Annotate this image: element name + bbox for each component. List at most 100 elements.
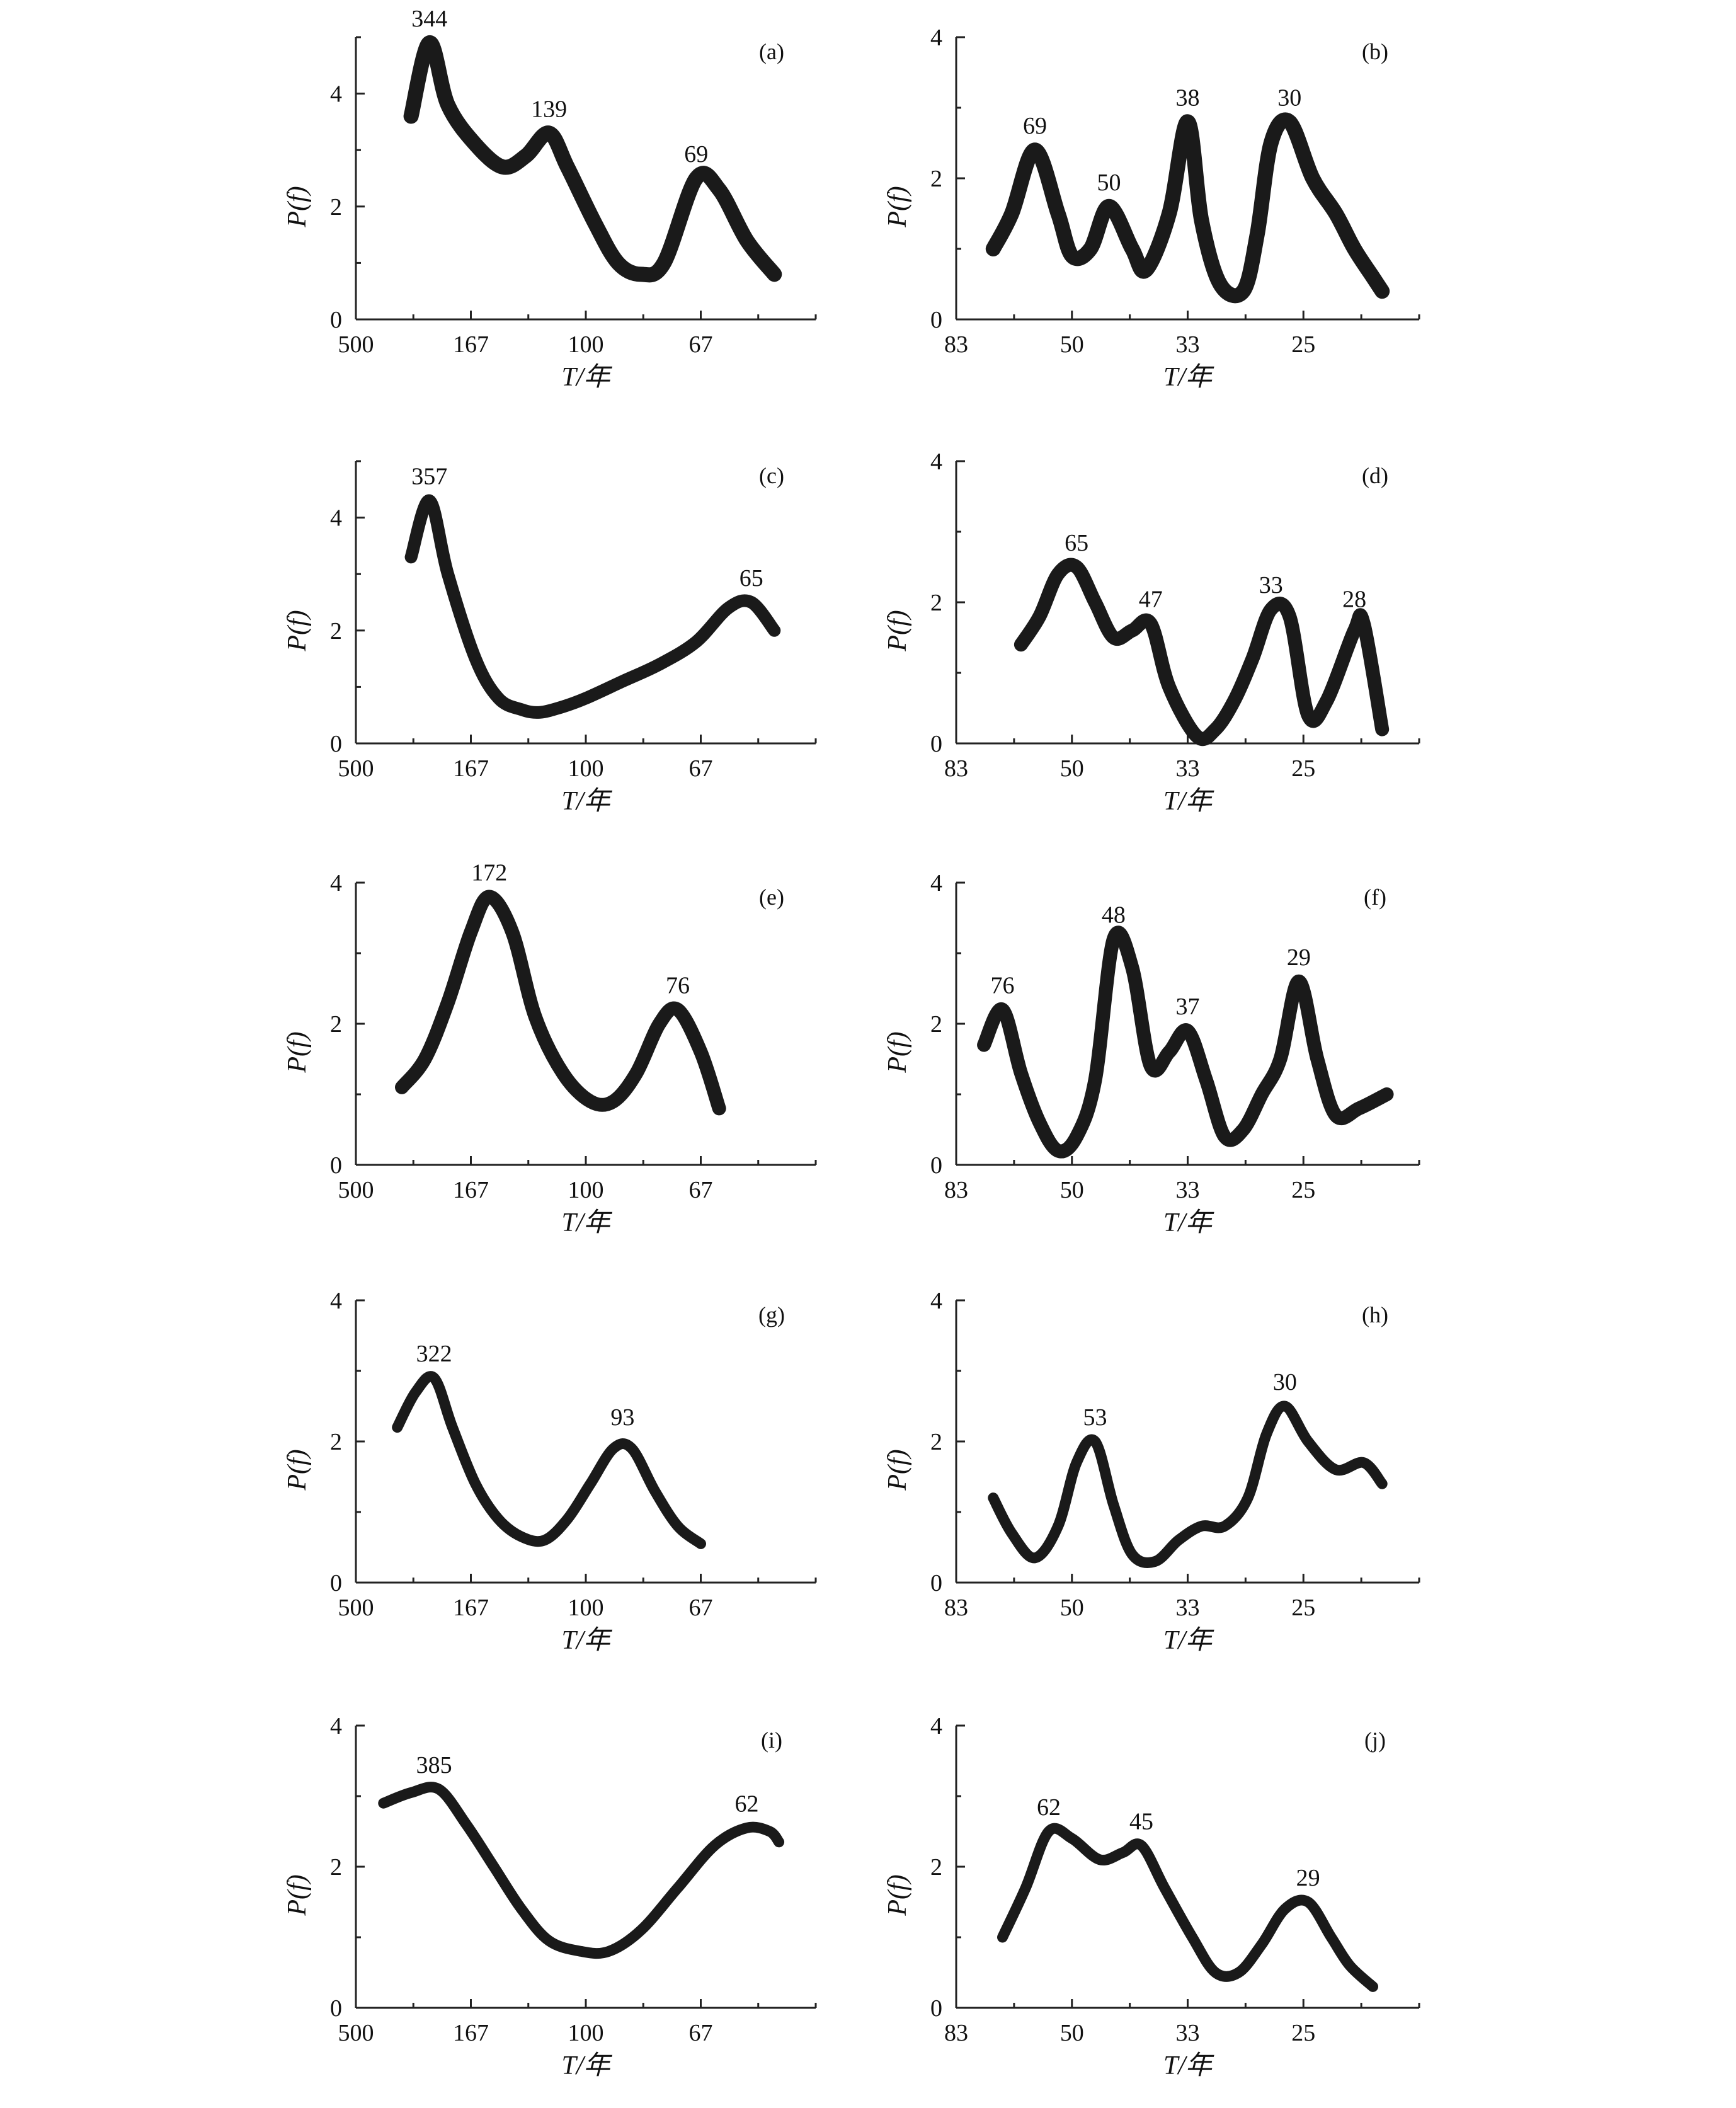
y-axis-title: P(f) bbox=[883, 1874, 912, 1916]
x-tick-label: 50 bbox=[1060, 1177, 1084, 1203]
peak-label: 30 bbox=[1277, 84, 1301, 111]
y-tick-label: 4 bbox=[330, 870, 342, 896]
peak-label: 28 bbox=[1342, 587, 1366, 613]
y-tick-label: 4 bbox=[330, 1288, 342, 1314]
x-tick-label: 67 bbox=[689, 2020, 713, 2046]
peak-label: 33 bbox=[1259, 572, 1283, 599]
x-tick-label: 25 bbox=[1291, 331, 1315, 358]
x-tick-label: 67 bbox=[689, 331, 713, 358]
series-line bbox=[378, 1782, 785, 1959]
series-line bbox=[1014, 558, 1390, 747]
x-tick-label: 167 bbox=[453, 1595, 489, 1621]
y-tick-label: 2 bbox=[330, 1429, 342, 1455]
y-tick-label: 0 bbox=[330, 1995, 342, 2022]
x-axis-title: T/年 bbox=[561, 363, 612, 392]
y-tick-label: 0 bbox=[930, 307, 942, 333]
peak-label: 62 bbox=[735, 1790, 759, 1817]
peak-label: 357 bbox=[411, 464, 447, 490]
x-axis-title: T/年 bbox=[561, 1208, 612, 1237]
x-tick-label: 100 bbox=[568, 2020, 604, 2046]
x-tick-label: 33 bbox=[1176, 1177, 1200, 1203]
series-line bbox=[977, 925, 1394, 1159]
x-tick-label: 33 bbox=[1176, 755, 1200, 782]
x-tick-label: 25 bbox=[1291, 1177, 1315, 1203]
x-tick-label: 50 bbox=[1060, 755, 1084, 782]
series-line bbox=[988, 1401, 1388, 1568]
series-line bbox=[997, 1823, 1378, 1992]
x-tick-label: 100 bbox=[568, 755, 604, 782]
y-tick-label: 4 bbox=[930, 25, 942, 51]
x-tick-label: 50 bbox=[1060, 2020, 1084, 2046]
panel-d: 83 50 33 25 0 2 4 T/年 P(f) (d) 65 47 33 28 bbox=[883, 449, 1420, 816]
peak-label: 62 bbox=[1037, 1794, 1061, 1821]
panel-c: 500 167 100 67 0 2 4 T/年 P(f) (c) 357 65 bbox=[283, 460, 817, 816]
peak-label: 69 bbox=[1023, 113, 1047, 139]
y-tick-label: 2 bbox=[930, 1854, 942, 1881]
panel-label: (i) bbox=[761, 1727, 782, 1753]
panel-g: 500 167 100 67 0 2 4 T/年 P(f) (g) 322 93 bbox=[283, 1288, 817, 1655]
y-tick-label: 4 bbox=[930, 1288, 942, 1314]
x-tick-label: 25 bbox=[1291, 1595, 1315, 1621]
series-line bbox=[403, 35, 782, 283]
panel-label: (e) bbox=[759, 885, 784, 910]
y-tick-label: 2 bbox=[930, 166, 942, 192]
x-tick-label: 33 bbox=[1176, 331, 1200, 358]
x-axis-title: T/年 bbox=[561, 1626, 612, 1655]
y-axis-title: P(f) bbox=[883, 1031, 912, 1073]
y-tick-label: 2 bbox=[330, 194, 342, 221]
panel-label: (b) bbox=[1362, 39, 1388, 64]
series-line bbox=[395, 890, 726, 1116]
y-tick-label: 0 bbox=[930, 1152, 942, 1179]
panel-h: 83 50 33 25 0 2 4 T/年 P(f) (h) 53 30 bbox=[883, 1288, 1420, 1655]
x-tick-label: 167 bbox=[453, 1177, 489, 1203]
peak-label: 37 bbox=[1176, 994, 1200, 1020]
peak-label: 76 bbox=[991, 973, 1015, 999]
panel-label: (f) bbox=[1364, 885, 1386, 910]
x-tick-label: 167 bbox=[453, 331, 489, 358]
peak-label: 38 bbox=[1176, 84, 1200, 111]
x-tick-label: 50 bbox=[1060, 331, 1084, 358]
peak-label: 50 bbox=[1097, 169, 1121, 196]
peak-label: 53 bbox=[1083, 1404, 1107, 1431]
x-tick-label: 500 bbox=[338, 1595, 374, 1621]
x-axis-title: T/年 bbox=[1163, 2051, 1214, 2080]
peak-label: 65 bbox=[1065, 530, 1088, 556]
x-tick-label: 83 bbox=[944, 2020, 968, 2046]
y-axis-title: P(f) bbox=[283, 610, 312, 651]
x-tick-label: 100 bbox=[568, 1595, 604, 1621]
peak-label: 30 bbox=[1273, 1369, 1297, 1395]
x-tick-label: 83 bbox=[944, 1177, 968, 1203]
peak-label: 139 bbox=[531, 96, 567, 122]
x-tick-label: 67 bbox=[689, 1177, 713, 1203]
x-tick-label: 33 bbox=[1176, 1595, 1200, 1621]
x-tick-label: 500 bbox=[338, 331, 374, 358]
y-tick-label: 2 bbox=[930, 1011, 942, 1038]
x-tick-label: 100 bbox=[568, 1177, 604, 1203]
panel-label: (d) bbox=[1362, 463, 1388, 488]
x-tick-label: 83 bbox=[944, 331, 968, 358]
y-axis-title: P(f) bbox=[283, 1874, 312, 1916]
panel-j: 83 50 33 25 0 2 4 T/年 P(f) (j) 62 45 29 bbox=[883, 1713, 1420, 2080]
peak-label: 65 bbox=[740, 565, 763, 592]
y-tick-label: 0 bbox=[930, 1570, 942, 1596]
y-tick-label: 4 bbox=[930, 449, 942, 475]
y-tick-label: 4 bbox=[330, 505, 342, 532]
panel-a: 500 167 100 67 0 2 4 T/年 P(f) (a) 344 139 69 bbox=[283, 6, 817, 392]
panel-label: (a) bbox=[759, 39, 784, 64]
peak-label: 29 bbox=[1287, 944, 1311, 971]
x-tick-label: 83 bbox=[944, 1595, 968, 1621]
x-tick-label: 33 bbox=[1176, 2020, 1200, 2046]
x-axis-title: T/年 bbox=[561, 787, 612, 816]
y-axis-title: P(f) bbox=[283, 1031, 312, 1073]
peak-label: 45 bbox=[1129, 1808, 1153, 1835]
x-tick-label: 50 bbox=[1060, 1595, 1084, 1621]
x-tick-label: 67 bbox=[689, 1595, 713, 1621]
series-line bbox=[985, 112, 1390, 304]
x-tick-label: 67 bbox=[689, 755, 713, 782]
y-tick-label: 0 bbox=[330, 307, 342, 333]
series-line bbox=[404, 494, 781, 719]
y-tick-label: 0 bbox=[330, 1152, 342, 1179]
y-tick-label: 4 bbox=[330, 81, 342, 108]
y-tick-label: 4 bbox=[930, 1713, 942, 1739]
